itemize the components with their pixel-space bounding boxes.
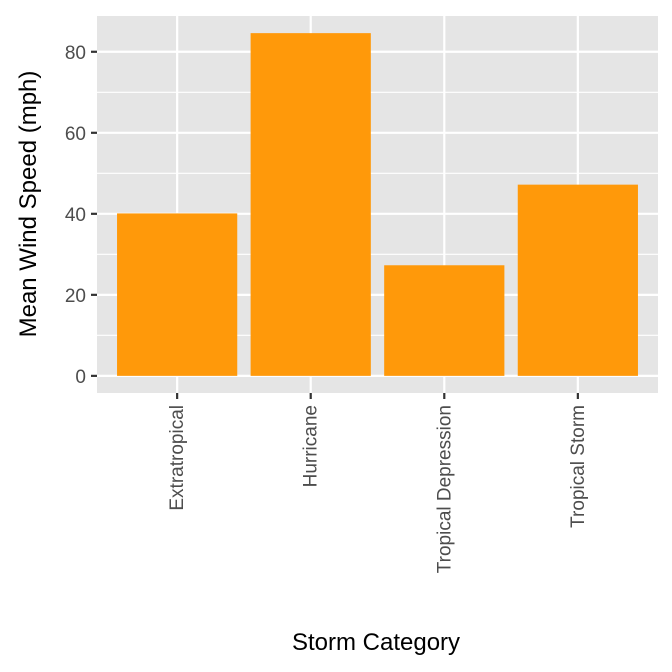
x-tick-label: Hurricane — [301, 405, 322, 487]
y-axis-title: Mean Wind Speed (mph) — [15, 71, 42, 338]
bar-tropical-depression — [384, 265, 505, 376]
y-tick-label: 0 — [75, 367, 86, 388]
bars — [117, 33, 638, 376]
y-tick-label: 60 — [65, 124, 86, 145]
y-axis: 0 20 40 60 80 — [65, 43, 97, 388]
bar-extratropical — [117, 213, 238, 376]
bar-tropical-storm — [517, 184, 638, 376]
y-tick-label: 80 — [65, 43, 86, 64]
x-tick-label: Extratropical — [167, 405, 188, 511]
bar-hurricane — [250, 33, 371, 376]
x-axis-title: Storm Category — [292, 629, 460, 656]
x-tick-label: Tropical Storm — [568, 405, 589, 528]
y-tick-label: 40 — [65, 205, 86, 226]
x-axis: Extratropical Hurricane Tropical Depressio… — [167, 393, 589, 573]
y-tick-label: 20 — [65, 286, 86, 307]
x-tick-label: Tropical Depression — [434, 405, 455, 573]
